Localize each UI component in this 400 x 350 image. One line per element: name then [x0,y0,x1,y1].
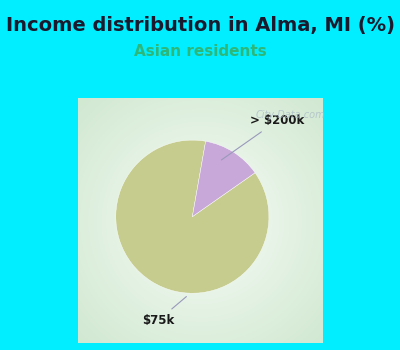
Wedge shape [116,140,269,293]
Text: > $200k: > $200k [222,114,304,160]
Text: $75k: $75k [142,296,186,327]
Wedge shape [192,141,255,217]
Text: Income distribution in Alma, MI (%): Income distribution in Alma, MI (%) [6,16,394,35]
Text: City-Data.com: City-Data.com [255,110,325,120]
Text: Asian residents: Asian residents [134,44,266,59]
